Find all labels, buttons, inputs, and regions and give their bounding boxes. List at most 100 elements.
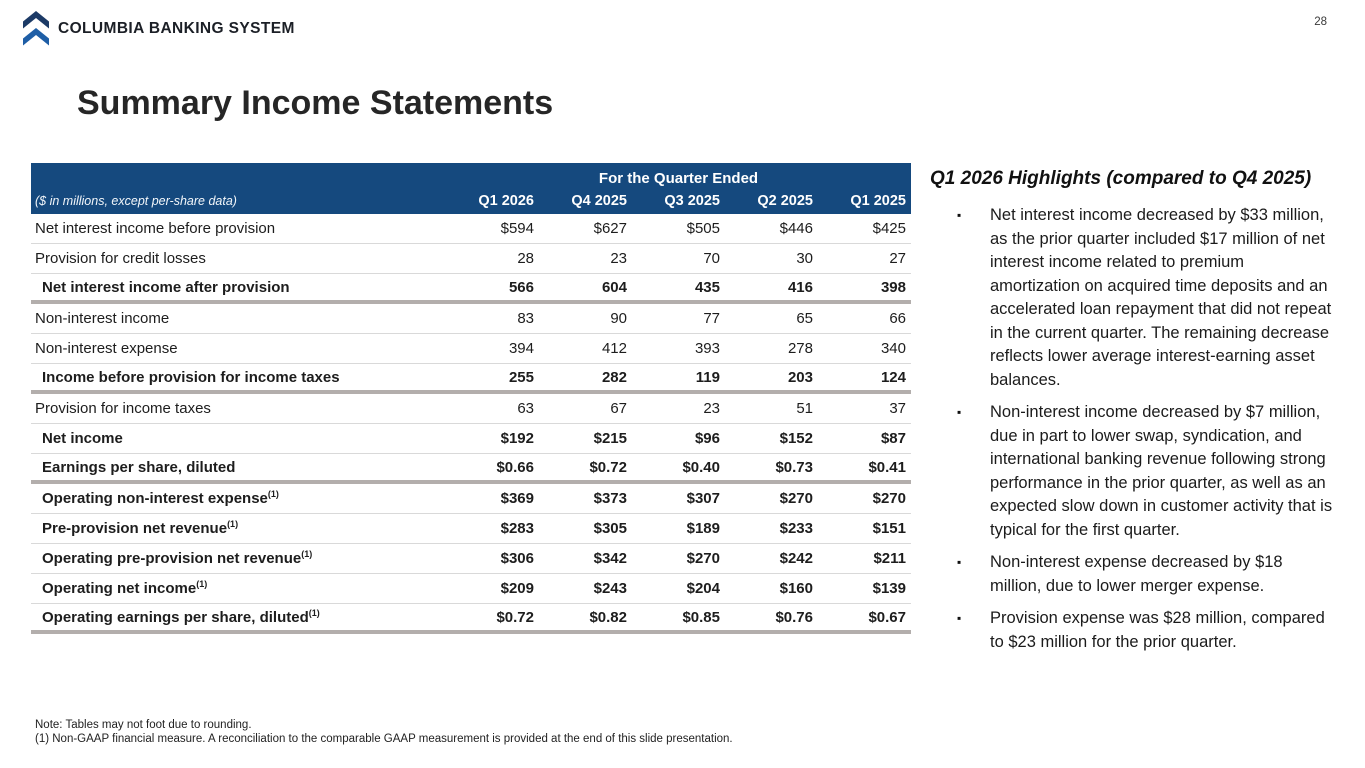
row-label: Income before provision for income taxes xyxy=(42,368,340,386)
row-value: $505 xyxy=(686,220,720,237)
row-value: $369 xyxy=(500,490,534,507)
row-value: 282 xyxy=(601,368,627,386)
row-value: $242 xyxy=(779,550,813,567)
column-header: Q3 2025 xyxy=(664,193,720,209)
brand-name: COLUMBIA BANKING SYSTEM xyxy=(58,20,295,37)
row-value: 340 xyxy=(880,340,906,357)
row-value: $192 xyxy=(500,430,534,447)
bullet-marker-icon: ▪ xyxy=(957,405,962,419)
column-header: Q1 2025 xyxy=(850,193,906,209)
row-value: 394 xyxy=(508,340,534,357)
row-value: $306 xyxy=(500,550,534,567)
row-value: 37 xyxy=(889,400,906,417)
bullet-text: Non-interest expense decreased by $18 mi… xyxy=(990,553,1283,595)
row-value: $160 xyxy=(779,580,813,597)
table-row: Operating net income(1) $209 $243 $204 $160 $… xyxy=(31,574,911,604)
highlights-panel: Q1 2026 Highlights (compared to Q4 2025)… xyxy=(930,168,1334,663)
row-value: 203 xyxy=(787,368,813,386)
table-body: Net interest income before provision $594… xyxy=(31,214,911,634)
row-value: 412 xyxy=(601,340,627,357)
row-value: $211 xyxy=(873,550,906,567)
row-label: Operating earnings per share, diluted(1) xyxy=(42,607,320,626)
bullet-marker-icon: ▪ xyxy=(957,611,962,625)
row-value: $209 xyxy=(500,580,534,597)
table-row: Net interest income before provision $594… xyxy=(31,214,911,244)
table-row: Income before provision for income taxes… xyxy=(31,364,911,394)
row-value: $270 xyxy=(686,550,720,567)
bullet-marker-icon: ▪ xyxy=(957,208,962,222)
row-value: $627 xyxy=(593,220,627,237)
page-number: 28 xyxy=(1314,16,1327,28)
table-row: Pre-provision net revenue(1) $283 $305 $189… xyxy=(31,514,911,544)
table-row: Provision for income taxes 63 67 23 51 37 xyxy=(31,394,911,424)
row-value: 70 xyxy=(703,250,720,267)
row-label: Operating net income(1) xyxy=(42,579,208,598)
row-value: $373 xyxy=(593,490,627,507)
row-value: 27 xyxy=(889,250,906,267)
row-value: 124 xyxy=(880,368,906,386)
row-value: $151 xyxy=(872,520,906,537)
row-value: 416 xyxy=(787,278,813,296)
table-row: Earnings per share, diluted $0.66 $0.72 $0.… xyxy=(31,454,911,484)
row-value: $189 xyxy=(686,520,720,537)
row-value: $594 xyxy=(500,220,534,237)
table-header-group-row: For the Quarter Ended xyxy=(31,163,911,188)
row-value: 83 xyxy=(517,310,534,327)
row-value: 393 xyxy=(694,340,720,357)
row-value: 435 xyxy=(694,278,720,296)
bullet-marker-icon: ▪ xyxy=(957,555,962,569)
row-value: 90 xyxy=(610,310,627,327)
highlight-bullet: ▪ Non-interest income decreased by $7 mil… xyxy=(930,401,1334,542)
row-value: $0.73 xyxy=(775,458,813,476)
row-value: $270 xyxy=(779,490,813,507)
row-label: Net interest income after provision xyxy=(42,278,290,296)
row-value: $0.76 xyxy=(775,608,813,626)
table-row: Provision for credit losses 28 23 70 30 27 xyxy=(31,244,911,274)
footnotes: Note: Tables may not foot due to roundin… xyxy=(35,719,733,746)
quarter-group-label: For the Quarter Ended xyxy=(598,170,759,187)
row-label: Non-interest expense xyxy=(35,340,178,357)
row-value: 278 xyxy=(787,340,813,357)
row-label: Non-interest income xyxy=(35,310,170,327)
row-value: 65 xyxy=(796,310,813,327)
column-header: Q2 2025 xyxy=(757,193,813,209)
brand-header: COLUMBIA BANKING SYSTEM xyxy=(22,10,295,48)
row-label: Operating non-interest expense(1) xyxy=(42,489,279,508)
row-label: Provision for income taxes xyxy=(35,400,211,417)
row-value: $204 xyxy=(686,580,720,597)
income-statement-table: For the Quarter Ended ($ in millions, ex… xyxy=(31,163,911,634)
row-value: $307 xyxy=(686,490,720,507)
table-row: Operating non-interest expense(1) $369 $37… xyxy=(31,484,911,514)
row-value: 30 xyxy=(796,250,813,267)
row-value: $87 xyxy=(880,430,906,447)
bullet-text: Provision expense was $28 million, compa… xyxy=(990,609,1325,651)
row-value: $270 xyxy=(872,490,906,507)
quarter-columns: ($ in millions, except per-share data) Q… xyxy=(31,188,911,214)
row-label: Operating pre-provision net revenue(1) xyxy=(42,549,313,568)
row-value: $0.85 xyxy=(682,608,720,626)
row-value: 566 xyxy=(508,278,534,296)
highlight-bullet: ▪ Net interest income decreased by $33 mi… xyxy=(930,204,1334,392)
table-units-note: ($ in millions, except per-share data) xyxy=(35,194,237,208)
row-value: 77 xyxy=(703,310,720,327)
row-label: Provision for credit losses xyxy=(35,250,206,267)
row-value: $243 xyxy=(593,580,627,597)
row-value: $139 xyxy=(872,580,906,597)
column-header: Q4 2025 xyxy=(571,193,627,209)
row-label: Net income xyxy=(42,430,123,447)
table-row: Operating pre-provision net revenue(1) $3… xyxy=(31,544,911,574)
row-value: $0.66 xyxy=(496,458,534,476)
row-value: 63 xyxy=(517,400,534,417)
row-value: $0.72 xyxy=(589,458,627,476)
row-value: 28 xyxy=(517,250,534,267)
row-value: 51 xyxy=(796,400,813,417)
highlights-heading: Q1 2026 Highlights (compared to Q4 2025) xyxy=(930,168,1312,189)
row-value: $152 xyxy=(779,430,813,447)
double-chevron-up-icon xyxy=(22,10,50,48)
row-value: $0.72 xyxy=(496,608,534,626)
bullet-text: Net interest income decreased by $33 mil… xyxy=(990,206,1332,389)
page-title: Summary Income Statements xyxy=(77,84,554,122)
bullet-text: Non-interest income decreased by $7 mill… xyxy=(990,403,1333,539)
row-value: 23 xyxy=(610,250,627,267)
row-value: $446 xyxy=(779,220,813,237)
